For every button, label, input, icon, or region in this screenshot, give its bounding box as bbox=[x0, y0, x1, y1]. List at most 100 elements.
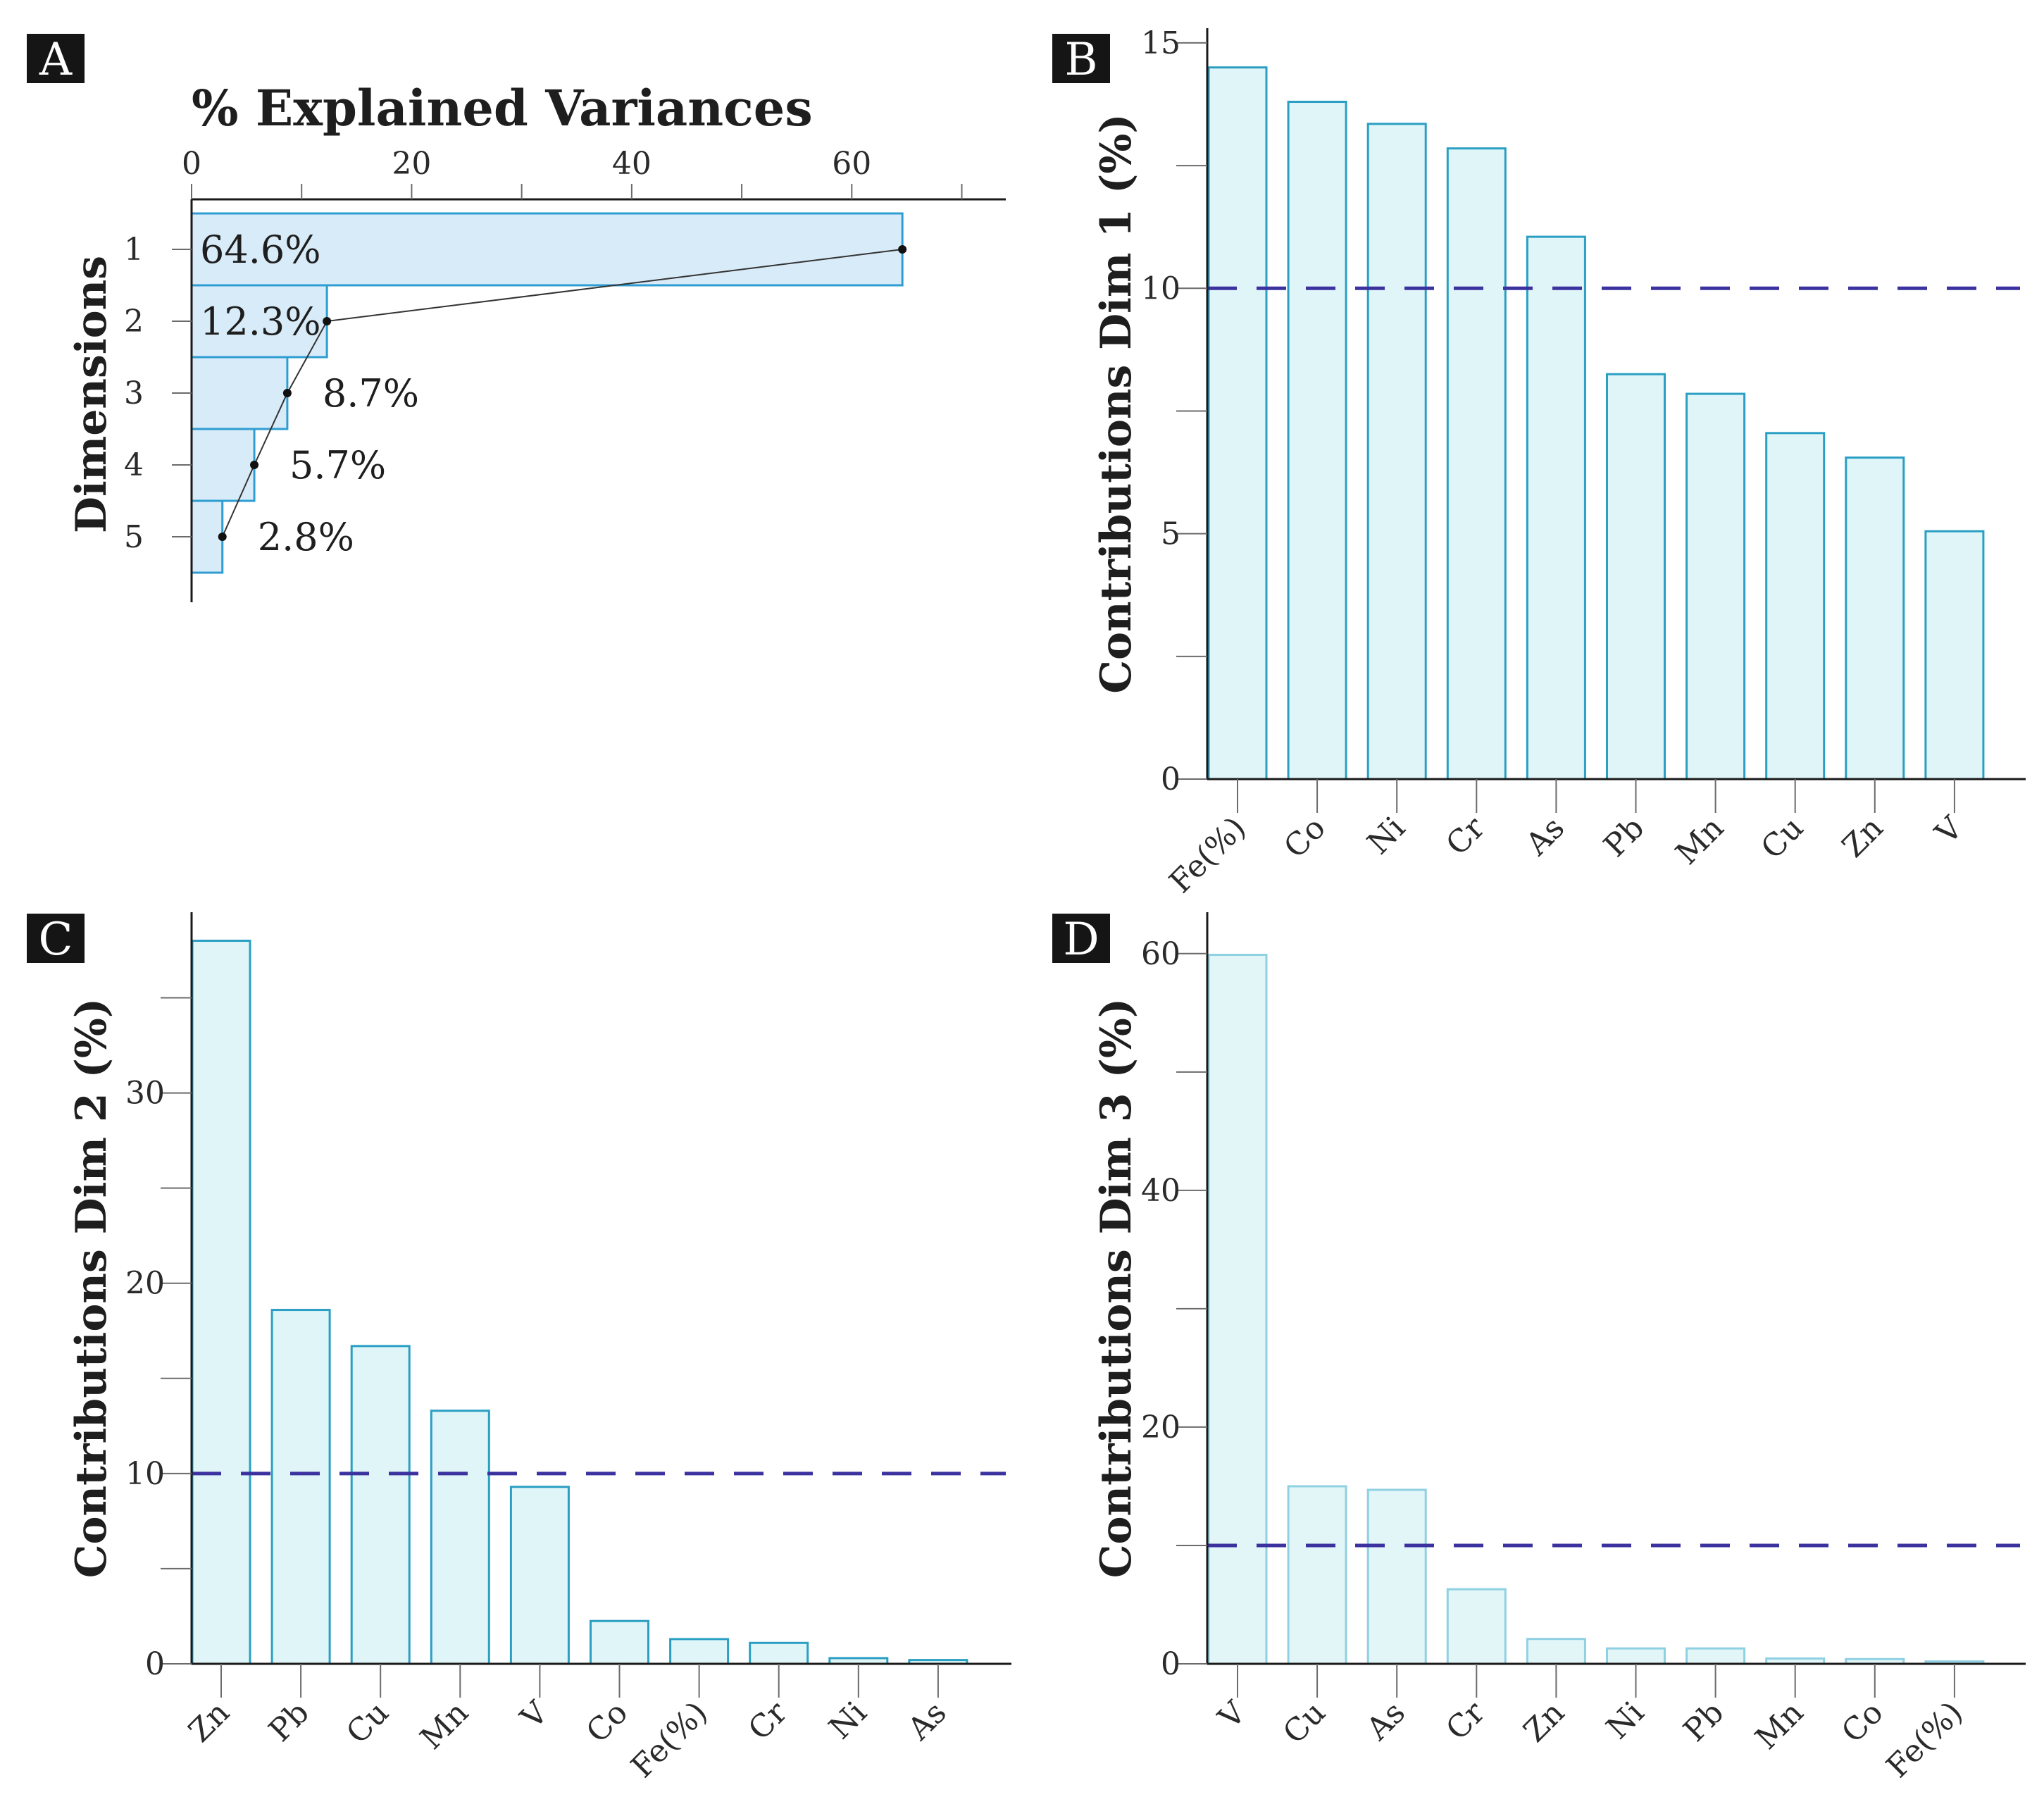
y-tick-label-dim-1: 1 bbox=[124, 232, 144, 268]
x-tick-label-fe: Fe(%) bbox=[1163, 810, 1253, 900]
y-tick-label: 60 bbox=[1141, 936, 1180, 972]
x-tick-label-fe: Fe(%) bbox=[624, 1695, 714, 1785]
bar-cu bbox=[1765, 432, 1826, 780]
bar-pb bbox=[1606, 373, 1666, 780]
bar-ni bbox=[1606, 1647, 1666, 1665]
x-tick-label-as: As bbox=[900, 1695, 953, 1748]
x-tick-label-ni: Ni bbox=[1361, 810, 1412, 861]
bar-v bbox=[509, 1486, 570, 1665]
x-tick-label: 20 bbox=[392, 146, 431, 182]
x-tick-label-zn: Zn bbox=[1516, 1695, 1571, 1750]
y-tick-label-dim-2: 2 bbox=[124, 304, 144, 340]
x-tick-label-v: V bbox=[513, 1694, 556, 1736]
y-tick-label: 0 bbox=[1161, 1646, 1180, 1682]
bar-dim-3 bbox=[190, 356, 289, 430]
bar-dim-2 bbox=[190, 284, 328, 359]
panel-b-contributions-dim1: B 0 5 10 15 Fe(%) Co Ni Cr As Pb Mn Cu Zn V Contributio… bbox=[1052, 25, 2026, 900]
y-tick-label: 15 bbox=[1141, 25, 1180, 61]
y-tick-label: 10 bbox=[125, 1456, 165, 1492]
bar-cr bbox=[749, 1641, 809, 1665]
x-tick-label-v: V bbox=[1928, 809, 1970, 852]
x-tick-label-cu: Cu bbox=[339, 1695, 396, 1751]
y-tick-label: 40 bbox=[1141, 1173, 1180, 1209]
bar-as bbox=[1526, 235, 1586, 780]
y-axis-label: Contributions Dim 2 (%) bbox=[67, 998, 116, 1579]
bar-cu bbox=[1287, 1485, 1347, 1665]
bar-mn bbox=[430, 1410, 490, 1665]
y-tick-label: 0 bbox=[1161, 761, 1180, 797]
value-label-dim-2: 12.3% bbox=[200, 299, 321, 344]
panel-label-box bbox=[1052, 34, 1110, 83]
x-tick-label-pb: Pb bbox=[262, 1695, 316, 1749]
y-tick-label: 0 bbox=[145, 1646, 165, 1682]
bar-ni bbox=[1366, 123, 1427, 780]
panel-label-box bbox=[1052, 914, 1110, 963]
x-tick-label: 40 bbox=[612, 146, 652, 182]
bar-dim-5 bbox=[190, 499, 224, 574]
x-tick-label: 0 bbox=[182, 146, 201, 182]
panel-letter: D bbox=[1063, 914, 1099, 966]
x-tick-label-as: As bbox=[1519, 810, 1571, 863]
x-tick-label-ni: Ni bbox=[1600, 1695, 1651, 1746]
y-axis-label: Contributions Dim 3 (%) bbox=[1092, 998, 1141, 1579]
bar-cu bbox=[350, 1345, 411, 1665]
bar-cr bbox=[1446, 147, 1507, 780]
panel-letter: B bbox=[1064, 34, 1097, 86]
panel-label-box bbox=[27, 34, 85, 83]
scree-point-2 bbox=[323, 317, 332, 325]
x-tick-label-pb: Pb bbox=[1676, 1695, 1731, 1749]
bar-dim-4 bbox=[190, 428, 256, 502]
chart-title: % Explained Variances bbox=[192, 79, 813, 137]
x-tick-label-co: Co bbox=[1277, 810, 1333, 866]
bar-pb bbox=[1685, 1647, 1746, 1665]
bar-co bbox=[1287, 101, 1347, 780]
bar-pb bbox=[270, 1309, 331, 1665]
bar-zn bbox=[1526, 1638, 1586, 1665]
bar-cr bbox=[1446, 1588, 1507, 1665]
x-tick-label-mn: Mn bbox=[413, 1695, 475, 1757]
y-tick-label: 20 bbox=[1141, 1410, 1180, 1445]
y-tick-label: 10 bbox=[1141, 270, 1180, 306]
x-tick-label-mn: Mn bbox=[1749, 1695, 1811, 1757]
x-tick-label-as: As bbox=[1359, 1695, 1412, 1748]
bar-dim-1 bbox=[190, 212, 904, 287]
panel-letter: C bbox=[39, 914, 73, 966]
bar-fe bbox=[1207, 66, 1268, 780]
x-tick-label-v: V bbox=[1211, 1694, 1254, 1736]
bar-as bbox=[1366, 1488, 1427, 1665]
bar-mn bbox=[1685, 392, 1746, 780]
x-tick-label: 60 bbox=[832, 146, 871, 182]
value-label-dim-5: 2.8% bbox=[258, 515, 354, 559]
x-tick-label-cr: Cr bbox=[742, 1694, 794, 1747]
x-tick-label-cu: Cu bbox=[1755, 810, 1811, 866]
y-tick-label-dim-5: 5 bbox=[124, 519, 144, 555]
y-tick-label-dim-3: 3 bbox=[124, 375, 144, 411]
scree-point-5 bbox=[218, 533, 227, 541]
panel-letter: A bbox=[39, 34, 73, 86]
bar-v bbox=[1207, 953, 1268, 1665]
y-tick-label: 5 bbox=[1161, 516, 1180, 552]
x-tick-label-co: Co bbox=[580, 1695, 635, 1750]
x-tick-label-zn: Zn bbox=[1836, 810, 1890, 865]
panel-a-explained-variance: A % Explained Variances 64.6% 12.3%8.7% 5.7%… bbox=[27, 34, 1006, 602]
bar-zn bbox=[1845, 456, 1905, 780]
bar-zn bbox=[191, 940, 251, 1665]
x-tick-label-cr: Cr bbox=[1439, 809, 1492, 862]
x-tick-label-cu: Cu bbox=[1276, 1695, 1333, 1751]
x-tick-label-zn: Zn bbox=[182, 1695, 237, 1750]
value-label-dim-1: 64.6% bbox=[200, 228, 321, 272]
x-tick-label-co: Co bbox=[1835, 1695, 1890, 1750]
x-tick-label-cr: Cr bbox=[1439, 1694, 1492, 1747]
x-tick-label-fe: Fe(%) bbox=[1879, 1695, 1969, 1785]
y-tick-label: 20 bbox=[125, 1266, 165, 1302]
x-tick-label-mn: Mn bbox=[1669, 810, 1731, 872]
x-tick-label-pb: Pb bbox=[1597, 810, 1651, 864]
y-tick-label-dim-4: 4 bbox=[124, 447, 144, 483]
y-tick-label: 30 bbox=[125, 1076, 165, 1112]
bar-v bbox=[1924, 530, 1985, 780]
scree-point-3 bbox=[282, 389, 292, 397]
scree-point-1 bbox=[898, 245, 907, 254]
bar-fe bbox=[669, 1638, 730, 1665]
